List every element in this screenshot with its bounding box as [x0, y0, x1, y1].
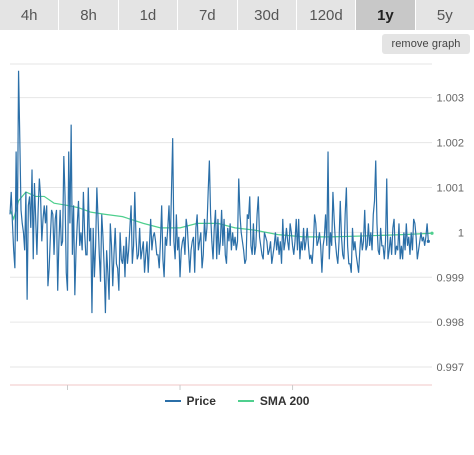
timeframe-tab-30d[interactable]: 30d: [237, 0, 297, 30]
chart-legend: Price SMA 200: [0, 392, 474, 410]
timeframe-tab-7d[interactable]: 7d: [178, 0, 238, 30]
timeframe-tabs: 4h 8h 1d 7d 30d 120d 1y 5y: [0, 0, 474, 30]
y-tick-label: 1.001: [436, 182, 464, 194]
legend-price-swatch: [164, 400, 181, 402]
y-tick-label: 0.997: [436, 362, 464, 374]
price-line: [9, 70, 429, 314]
sma-last-point: [430, 231, 434, 235]
timeframe-tab-8h[interactable]: 8h: [59, 0, 119, 30]
timeframe-tab-120d[interactable]: 120d: [296, 0, 357, 30]
legend-price-label: Price: [186, 394, 216, 408]
y-tick-label: 1.003: [436, 93, 464, 105]
legend-sma[interactable]: SMA 200: [237, 394, 310, 408]
y-tick-label: 1.002: [436, 138, 464, 150]
timeframe-tab-1d[interactable]: 1d: [118, 0, 179, 30]
price-last-point: [426, 239, 430, 243]
legend-sma-label: SMA 200: [259, 394, 310, 408]
timeframe-tab-4h[interactable]: 4h: [0, 0, 60, 30]
legend-sma-swatch: [237, 400, 254, 402]
y-tick-label: 1: [458, 227, 464, 239]
timeframe-tab-1y[interactable]: 1y: [356, 0, 416, 30]
y-tick-label: 0.999: [436, 272, 464, 284]
timeframe-tab-5y[interactable]: 5y: [415, 0, 474, 30]
legend-price[interactable]: Price: [164, 394, 216, 408]
remove-graph-button[interactable]: remove graph: [382, 34, 470, 54]
y-tick-label: 0.998: [436, 317, 464, 329]
